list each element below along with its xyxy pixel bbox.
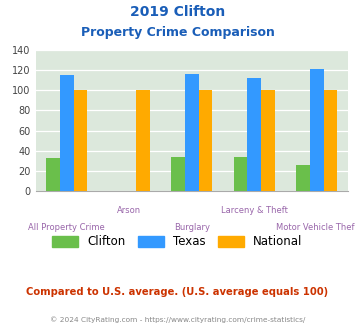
Bar	[323, 90, 337, 191]
Bar	[310, 69, 323, 191]
Text: All Property Crime: All Property Crime	[28, 223, 105, 232]
Text: Burglary: Burglary	[174, 223, 210, 232]
Bar	[185, 74, 198, 191]
Bar	[60, 75, 73, 191]
Bar	[296, 165, 310, 191]
Bar	[198, 90, 212, 191]
Bar	[46, 158, 60, 191]
Bar	[136, 90, 150, 191]
Bar	[247, 78, 261, 191]
Bar	[234, 157, 247, 191]
Text: Compared to U.S. average. (U.S. average equals 100): Compared to U.S. average. (U.S. average …	[26, 287, 329, 297]
Text: Arson: Arson	[117, 206, 141, 214]
Text: Larceny & Theft: Larceny & Theft	[221, 206, 288, 214]
Text: 2019 Clifton: 2019 Clifton	[130, 5, 225, 19]
Bar	[73, 90, 87, 191]
Legend: Clifton, Texas, National: Clifton, Texas, National	[48, 231, 307, 253]
Bar	[171, 157, 185, 191]
Text: Property Crime Comparison: Property Crime Comparison	[81, 26, 274, 39]
Text: Motor Vehicle Theft: Motor Vehicle Theft	[276, 223, 355, 232]
Bar	[261, 90, 275, 191]
Text: © 2024 CityRating.com - https://www.cityrating.com/crime-statistics/: © 2024 CityRating.com - https://www.city…	[50, 316, 305, 323]
